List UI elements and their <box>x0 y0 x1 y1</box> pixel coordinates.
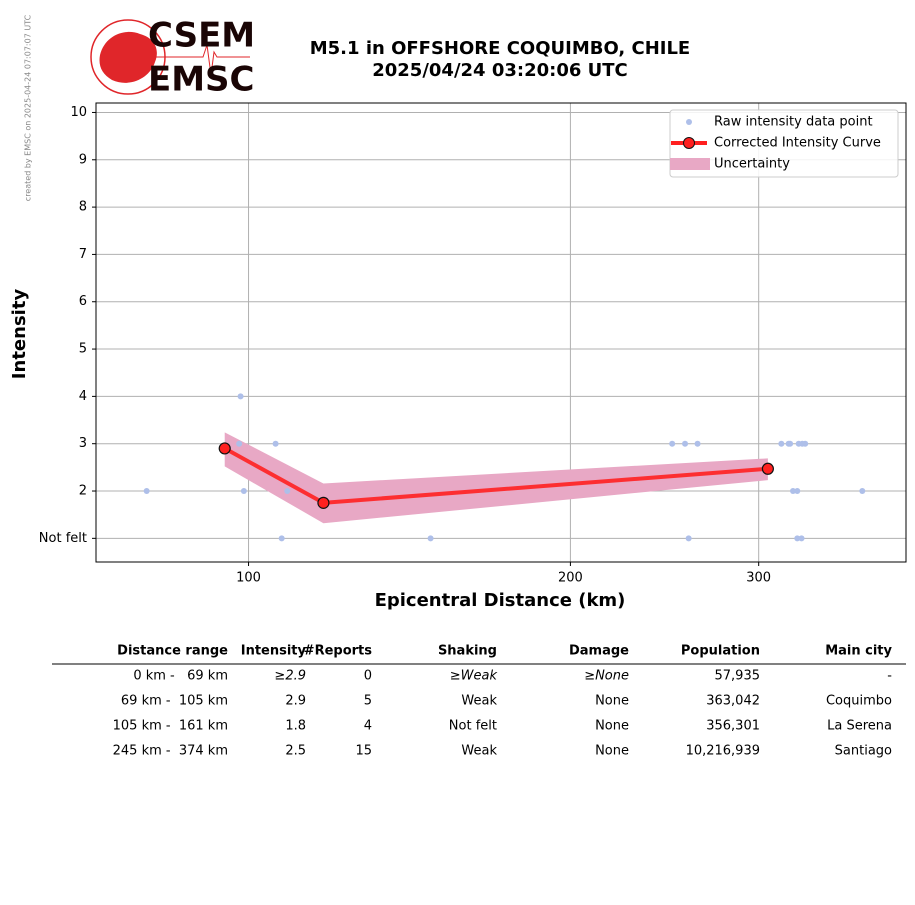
table-cell: 245 km - 374 km <box>113 744 228 759</box>
data-point <box>278 535 285 542</box>
data-point <box>284 488 291 495</box>
data-point <box>669 440 676 447</box>
table-cell: 69 km - 105 km <box>121 694 228 709</box>
data-point <box>787 440 794 447</box>
table-cell: 0 <box>364 669 372 684</box>
table-cell: 10,216,939 <box>686 744 760 759</box>
data-point <box>802 440 809 447</box>
logo: CSEM EMSC <box>90 16 255 100</box>
y-tick-label: 10 <box>70 105 87 120</box>
table-cell: ≥None <box>584 669 629 684</box>
data-point <box>694 440 701 447</box>
y-axis-label: Intensity <box>9 289 30 380</box>
table-cell: 2.5 <box>285 744 306 759</box>
logo-text: EMSC <box>148 60 255 100</box>
legend-label: Corrected Intensity Curve <box>714 136 881 151</box>
logo-text: CSEM <box>148 16 255 56</box>
x-tick-label: 100 <box>236 571 261 586</box>
table-header: Population <box>681 644 760 659</box>
table-cell: 1.8 <box>285 719 306 734</box>
table-cell: Santiago <box>835 744 892 759</box>
table-cell: 105 km - 161 km <box>113 719 228 734</box>
table-cell: Weak <box>461 694 497 709</box>
data-table: Distance range Intensity#Reports Shaking Da… <box>52 644 906 759</box>
table-cell: Coquimbo <box>826 694 892 709</box>
table-cell: 15 <box>355 744 372 759</box>
table-cell: Not felt <box>449 719 497 734</box>
data-point <box>272 440 279 447</box>
y-tick-label: 5 <box>79 342 87 357</box>
logo-map <box>99 31 157 83</box>
y-tick-label: 7 <box>79 247 87 262</box>
data-point <box>798 535 805 542</box>
curve-marker <box>317 496 330 509</box>
y-tick-label: 3 <box>79 436 87 451</box>
table-header: #Reports <box>304 644 373 659</box>
table-cell: 363,042 <box>706 694 760 709</box>
table-cell: None <box>595 694 629 709</box>
legend: Raw intensity data point Corrected Intens… <box>669 109 899 178</box>
x-tick-label: 300 <box>746 571 771 586</box>
data-point <box>237 393 244 400</box>
y-tick-label: Not felt <box>39 531 87 546</box>
data-point <box>685 535 692 542</box>
x-tick-label: 200 <box>558 571 583 586</box>
data-point <box>240 488 247 495</box>
y-tick-label: 9 <box>79 152 87 167</box>
table-header: Distance range <box>117 644 228 659</box>
table-cell: 2.9 <box>285 694 306 709</box>
table-cell: 5 <box>364 694 372 709</box>
y-tick-label: 4 <box>79 389 87 404</box>
y-tick-label: 8 <box>79 200 87 215</box>
data-point <box>236 440 243 447</box>
table-cell: ≥2.9 <box>274 669 306 684</box>
table-header: Intensity <box>241 644 307 659</box>
chart-title: M5.1 in OFFSHORE COQUIMBO, CHILE <box>310 38 690 59</box>
legend-label: Uncertainty <box>714 157 790 172</box>
data-point <box>427 535 434 542</box>
x-axis-label: Epicentral Distance (km) <box>375 590 626 611</box>
table-header: Shaking <box>438 644 497 659</box>
table-cell: 356,301 <box>706 719 760 734</box>
table-cell: 0 km - 69 km <box>133 669 228 684</box>
data-point <box>682 440 689 447</box>
table-cell: None <box>595 719 629 734</box>
credit: created by EMSC on 2025-04-24 07:07:07 U… <box>24 14 33 201</box>
table-header: Damage <box>569 644 629 659</box>
data-point <box>794 535 801 542</box>
table-cell: ≥Weak <box>450 669 498 684</box>
data-point <box>859 488 866 495</box>
chart-subtitle: 2025/04/24 03:20:06 UTC <box>372 60 628 81</box>
legend-marker <box>670 158 710 170</box>
curve-marker <box>218 442 231 455</box>
data-point <box>143 488 150 495</box>
table-cell: None <box>595 744 629 759</box>
plot-frame <box>95 102 907 563</box>
legend-label: Raw intensity data point <box>714 115 873 130</box>
table-cell: - <box>887 669 892 684</box>
legend-marker <box>686 119 692 125</box>
table-cell: 4 <box>364 719 372 734</box>
table-header: Main city <box>825 644 892 659</box>
table-cell: La Serena <box>827 719 892 734</box>
data-point <box>789 488 796 495</box>
data-point <box>794 488 801 495</box>
curve-marker <box>761 462 774 475</box>
logo-wave <box>150 44 250 76</box>
data-point <box>778 440 785 447</box>
y-tick-label: 6 <box>79 294 87 309</box>
table-cell: Weak <box>461 744 497 759</box>
legend-marker <box>683 137 695 149</box>
table-cell: 57,935 <box>715 669 761 684</box>
y-tick-label: 2 <box>79 484 87 499</box>
legend-box <box>669 109 899 178</box>
